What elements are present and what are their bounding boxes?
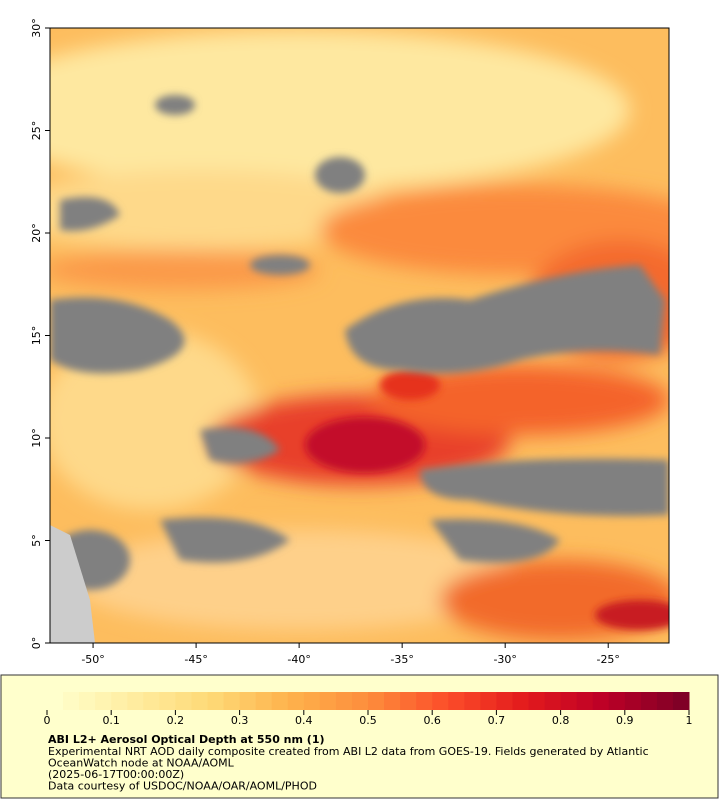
x-tick-label: -25° xyxy=(596,653,619,666)
colorbar-swatch xyxy=(287,692,305,710)
colorbar-tick-label: 0.9 xyxy=(616,714,634,727)
x-tick-label: -45° xyxy=(184,653,207,666)
colorbar-swatch xyxy=(95,692,112,710)
colorbar-tick-label: 0.7 xyxy=(488,714,506,727)
x-tick-label: -35° xyxy=(390,653,413,666)
colorbar-swatch xyxy=(624,692,642,710)
colorbar-swatch xyxy=(560,692,578,710)
y-tick-label: 10° xyxy=(30,428,43,448)
legend-line: OceanWatch node at NOAA/AOML xyxy=(48,757,235,770)
colorbar-swatch xyxy=(47,692,64,710)
colorbar-swatch xyxy=(496,692,513,710)
colorbar-swatch xyxy=(111,692,128,710)
colorbar-swatch xyxy=(576,692,594,710)
colorbar-swatch xyxy=(255,692,273,710)
y-tick-label: 30° xyxy=(30,18,43,38)
colorbar-swatch xyxy=(159,692,176,710)
colorbar-swatch xyxy=(608,692,626,710)
x-tick-label: -50° xyxy=(81,653,104,666)
y-tick-label: 25° xyxy=(30,121,43,141)
x-tick-label: -30° xyxy=(493,653,516,666)
colorbar-tick-label: 0.5 xyxy=(359,714,377,727)
x-tick-label: -40° xyxy=(287,653,310,666)
colorbar-tick-label: 0.2 xyxy=(167,714,185,727)
colorbar-swatch xyxy=(207,692,225,710)
colorbar-swatch xyxy=(448,692,465,710)
y-tick-label: 0° xyxy=(30,637,43,650)
colorbar-swatch xyxy=(79,692,96,710)
legend-title: ABI L2+ Aerosol Optical Depth at 550 nm … xyxy=(48,733,325,746)
legend-line: (2025-06-17T00:00:00Z) xyxy=(48,768,184,781)
colorbar-swatch xyxy=(143,692,160,710)
colorbar-swatch xyxy=(512,692,529,710)
colorbar-swatch xyxy=(223,692,241,710)
colorbar-swatch xyxy=(175,692,192,710)
colorbar-swatch xyxy=(384,692,401,710)
colorbar-swatch xyxy=(319,692,337,710)
colorbar-swatch xyxy=(127,692,144,710)
colorbar-tick-label: 0.8 xyxy=(552,714,570,727)
colorbar-swatch xyxy=(271,692,289,710)
colorbar-swatch xyxy=(335,692,353,710)
colorbar-tick-label: 0 xyxy=(44,714,51,727)
colorbar-swatch xyxy=(303,692,321,710)
colorbar-swatch xyxy=(63,692,80,710)
colorbar-tick-label: 1 xyxy=(686,714,693,727)
colorbar-swatch xyxy=(544,692,562,710)
map-imagery xyxy=(50,28,669,643)
land xyxy=(50,525,95,643)
y-tick-label: 20° xyxy=(30,223,43,243)
colorbar-tick-label: 0.6 xyxy=(423,714,441,727)
colorbar-swatch xyxy=(351,692,369,710)
y-tick-label: 5° xyxy=(30,534,43,547)
colorbar-tick-label: 0.1 xyxy=(102,714,120,727)
colorbar-swatch xyxy=(191,692,208,710)
colorbar-swatch xyxy=(672,692,690,710)
colorbar-swatch xyxy=(656,692,674,710)
colorbar-swatch xyxy=(480,692,497,710)
legend-line: Experimental NRT AOD daily composite cre… xyxy=(48,745,649,758)
colorbar-swatch xyxy=(640,692,658,710)
colorbar-swatch xyxy=(239,692,257,710)
colorbar-swatch xyxy=(432,692,449,710)
y-tick-label: 15° xyxy=(30,326,43,346)
colorbar-swatch xyxy=(416,692,433,710)
colorbar-swatch xyxy=(464,692,481,710)
colorbar-swatch xyxy=(368,692,385,710)
colorbar-swatch xyxy=(400,692,417,710)
colorbar-tick-label: 0.4 xyxy=(295,714,313,727)
colorbar-swatch xyxy=(592,692,610,710)
legend-line: Data courtesy of USDOC/NOAA/OAR/AOML/PHO… xyxy=(48,780,317,793)
colorbar-tick-label: 0.3 xyxy=(231,714,249,727)
colorbar-swatch xyxy=(528,692,546,710)
